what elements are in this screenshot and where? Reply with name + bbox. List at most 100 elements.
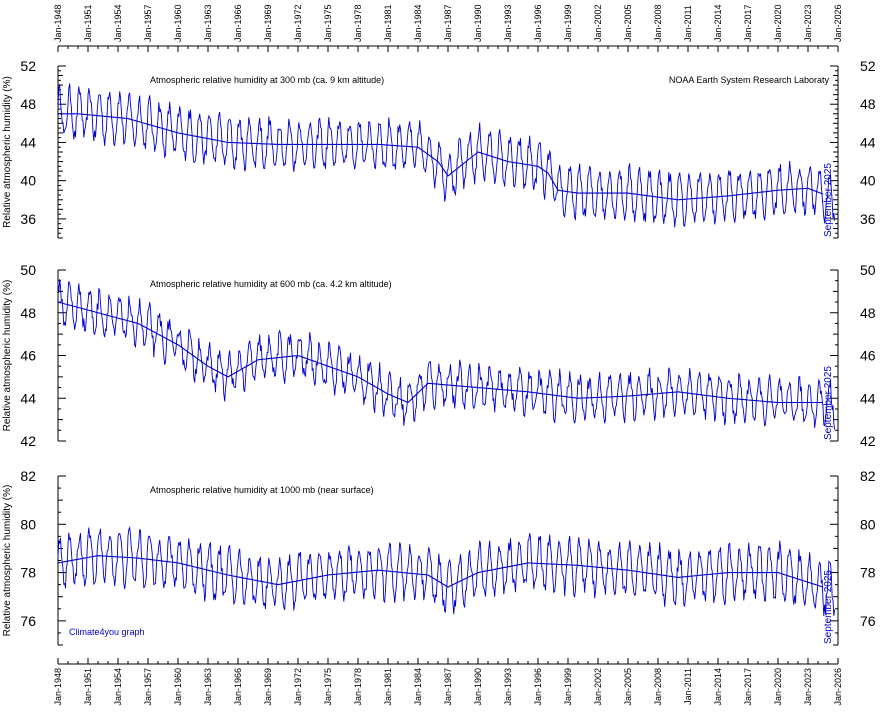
bottom-x-tick-label: Jan-1999 [563,668,573,706]
monthly-series-line [57,279,836,430]
top-x-tick-label: Jan-2005 [623,4,633,42]
top-x-tick-label: Jan-1954 [113,4,123,42]
left-y-tick-label: 48 [20,305,36,321]
top-x-tick-label: Jan-1990 [473,4,483,42]
left-y-tick-label: 46 [20,348,36,364]
end-date-label: September 2025 [823,163,834,237]
panel-3: 76 76 78 78 80 80 82 82 Atmospheric relative hum… [2,468,876,646]
right-y-tick-label: 48 [860,305,876,321]
bottom-x-tick-label: Jan-1957 [143,668,153,706]
bottom-x-tick-label: Jan-1963 [203,668,213,706]
top-x-tick-label: Jan-1966 [233,4,243,42]
bottom-x-tick-label: Jan-2011 [683,668,693,705]
bottom-x-tick-label: Jan-1969 [263,668,273,706]
y-axis-label: Relative atmospheric humidity (%) [2,280,13,432]
left-y-tick-label: 82 [20,468,36,484]
top-x-tick-label: Jan-1972 [293,4,303,42]
y-axis-label: Relative atmospheric humidity (%) [2,76,13,228]
top-x-tick-label: Jan-1978 [353,4,363,42]
left-y-tick-label: 52 [20,58,36,74]
end-date-label: September 2025 [823,366,834,440]
top-x-tick-label: Jan-1981 [383,4,393,42]
smoothed-series-line [58,113,824,201]
bottom-x-tick-label: Jan-2023 [803,668,813,706]
top-x-tick-label: Jan-1969 [263,4,273,42]
left-y-tick-label: 40 [20,173,36,189]
bottom-x-tick-label: Jan-1960 [173,668,183,706]
right-y-tick-label: 44 [860,134,876,150]
top-x-tick-label: Jan-2011 [683,5,693,42]
y-axis-label: Relative atmospheric humidity (%) [2,485,13,637]
top-x-tick-label: Jan-1963 [203,4,213,42]
bottom-x-tick-label: Jan-2005 [623,668,633,706]
top-x-tick-label: Jan-1984 [413,4,423,42]
bottom-x-tick-label: Jan-1984 [413,668,423,706]
bottom-x-tick-label: Jan-1987 [443,668,453,706]
top-x-tick-label: Jan-1996 [533,4,543,42]
top-x-tick-label: Jan-2020 [773,4,783,42]
left-y-tick-label: 42 [20,433,36,449]
panel-title: Atmospheric relative humidity at 300 mb … [150,75,384,85]
top-x-tick-label: Jan-2017 [743,4,753,42]
panel-2: 42 42 44 44 46 46 48 48 50 50 Atmospheric relative… [2,262,876,449]
right-y-tick-label: 50 [860,262,876,278]
top-x-tick-label: Jan-1948 [53,4,63,42]
top-time-axis: Jan-1948 Jan-1951 Jan-1954 Jan-1957 Jan-1960… [53,4,843,52]
bottom-x-tick-label: Jan-1981 [383,668,393,706]
right-y-tick-label: 40 [860,173,876,189]
right-y-tick-label: 78 [860,565,876,581]
chart-panels: 36 36 40 40 44 44 48 48 52 52 Atmospheric relative… [2,58,876,646]
credit-label: Climate4you graph [69,627,145,637]
top-x-tick-label: Jan-1993 [503,4,513,42]
top-x-tick-label: Jan-2026 [833,4,843,42]
top-x-tick-label: Jan-2014 [713,4,723,42]
top-x-tick-label: Jan-1951 [83,4,93,42]
right-y-tick-label: 42 [860,433,876,449]
end-date-label: September 2025 [823,570,834,644]
panel-title: Atmospheric relative humidity at 1000 mb… [150,485,374,495]
bottom-x-tick-label: Jan-1954 [113,668,123,706]
bottom-x-tick-label: Jan-1975 [323,668,333,706]
top-x-tick-label: Jan-1960 [173,4,183,42]
bottom-x-tick-label: Jan-1951 [83,668,93,706]
top-x-tick-label: Jan-1975 [323,4,333,42]
panel-1: 36 36 40 40 44 44 48 48 52 52 Atmospheric relative… [2,58,876,239]
right-y-tick-label: 52 [860,58,876,74]
right-y-tick-label: 82 [860,468,876,484]
smoothed-series-line [57,555,824,588]
top-x-tick-label: Jan-2008 [653,4,663,42]
bottom-x-tick-label: Jan-1978 [353,668,363,706]
bottom-x-tick-label: Jan-1990 [473,668,483,706]
top-x-tick-label: Jan-2023 [803,4,813,42]
bottom-x-tick-label: Jan-1972 [293,668,303,706]
bottom-x-tick-label: Jan-2026 [833,668,843,706]
bottom-x-tick-label: Jan-2020 [773,668,783,706]
top-x-tick-label: Jan-1987 [443,4,453,42]
bottom-x-tick-label: Jan-2002 [593,668,603,706]
left-y-tick-label: 48 [20,96,36,112]
right-y-tick-label: 48 [860,96,876,112]
left-y-tick-label: 76 [20,613,36,629]
left-y-tick-label: 36 [20,211,36,227]
left-y-tick-label: 80 [20,516,36,532]
bottom-x-tick-label: Jan-1993 [503,668,513,706]
panel-title: Atmospheric relative humidity at 600 mb … [150,279,392,289]
monthly-series-line [57,526,836,616]
right-y-tick-label: 80 [860,516,876,532]
top-x-tick-label: Jan-2002 [593,4,603,42]
bottom-x-tick-label: Jan-1948 [53,668,63,706]
right-y-tick-label: 76 [860,613,876,629]
left-y-tick-label: 44 [20,390,36,406]
bottom-x-tick-label: Jan-2008 [653,668,663,706]
monthly-series-line [57,83,836,228]
left-y-tick-label: 78 [20,565,36,581]
left-y-tick-label: 44 [20,134,36,150]
smoothed-series-line [57,301,823,404]
bottom-x-tick-label: Jan-1996 [533,668,543,706]
source-label: NOAA Earth System Research Laboraty [669,75,830,85]
right-y-tick-label: 44 [860,390,876,406]
bottom-x-tick-label: Jan-2014 [713,668,723,706]
right-y-tick-label: 46 [860,348,876,364]
